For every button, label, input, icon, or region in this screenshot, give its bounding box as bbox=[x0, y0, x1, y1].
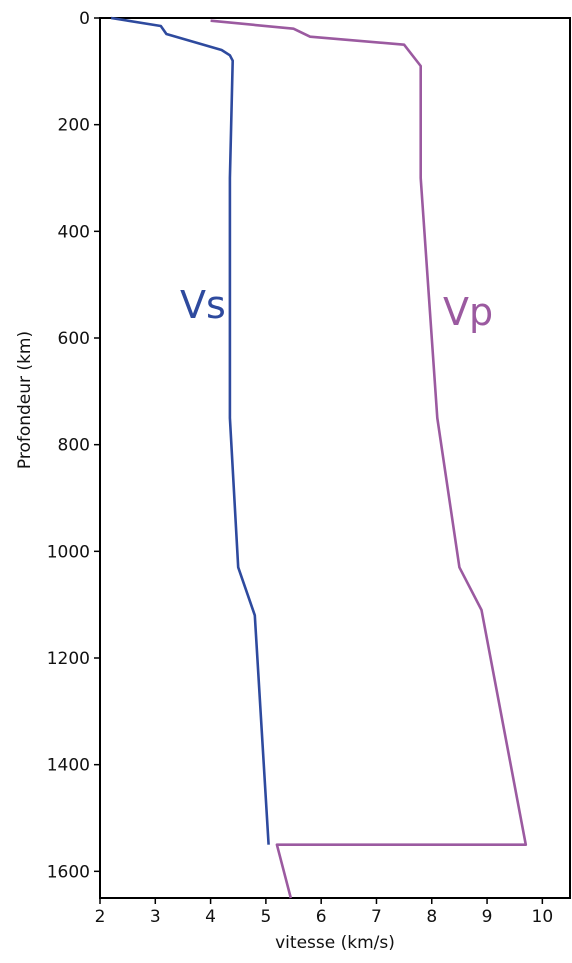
y-tick-label: 0 bbox=[79, 9, 90, 29]
x-tick-label: 6 bbox=[316, 907, 327, 927]
series-label-vs: Vs bbox=[180, 283, 226, 327]
y-tick-label: 800 bbox=[58, 436, 90, 456]
x-axis-ticks: 2 3 4 5 6 7 8 9 10 bbox=[95, 898, 554, 927]
x-tick-label: 9 bbox=[482, 907, 493, 927]
x-tick-label: 5 bbox=[260, 907, 271, 927]
x-tick-label: 2 bbox=[95, 907, 106, 927]
x-tick-label: 7 bbox=[371, 907, 382, 927]
x-tick-label: 3 bbox=[150, 907, 161, 927]
x-tick-label: 8 bbox=[426, 907, 437, 927]
y-tick-label: 400 bbox=[58, 222, 90, 242]
y-tick-label: 1000 bbox=[47, 542, 90, 562]
series-line-vp bbox=[210, 19, 528, 899]
x-axis-title: vitesse (km/s) bbox=[275, 933, 395, 953]
series-lines bbox=[110, 16, 528, 899]
series-line-vs bbox=[110, 16, 270, 845]
plot-frame bbox=[99, 17, 571, 899]
x-tick-label: 10 bbox=[532, 907, 554, 927]
y-axis-title: Profondeur (km) bbox=[15, 331, 35, 469]
x-tick-label: 4 bbox=[205, 907, 216, 927]
y-tick-label: 1600 bbox=[47, 862, 90, 882]
y-tick-label: 200 bbox=[58, 116, 90, 136]
y-axis-ticks: 0 200 400 600 800 1000 1200 1400 1600 bbox=[47, 9, 100, 882]
y-tick-label: 1200 bbox=[47, 649, 90, 669]
y-tick-label: 1400 bbox=[47, 756, 90, 776]
y-tick-label: 600 bbox=[58, 329, 90, 349]
series-label-vp: Vp bbox=[443, 290, 493, 334]
